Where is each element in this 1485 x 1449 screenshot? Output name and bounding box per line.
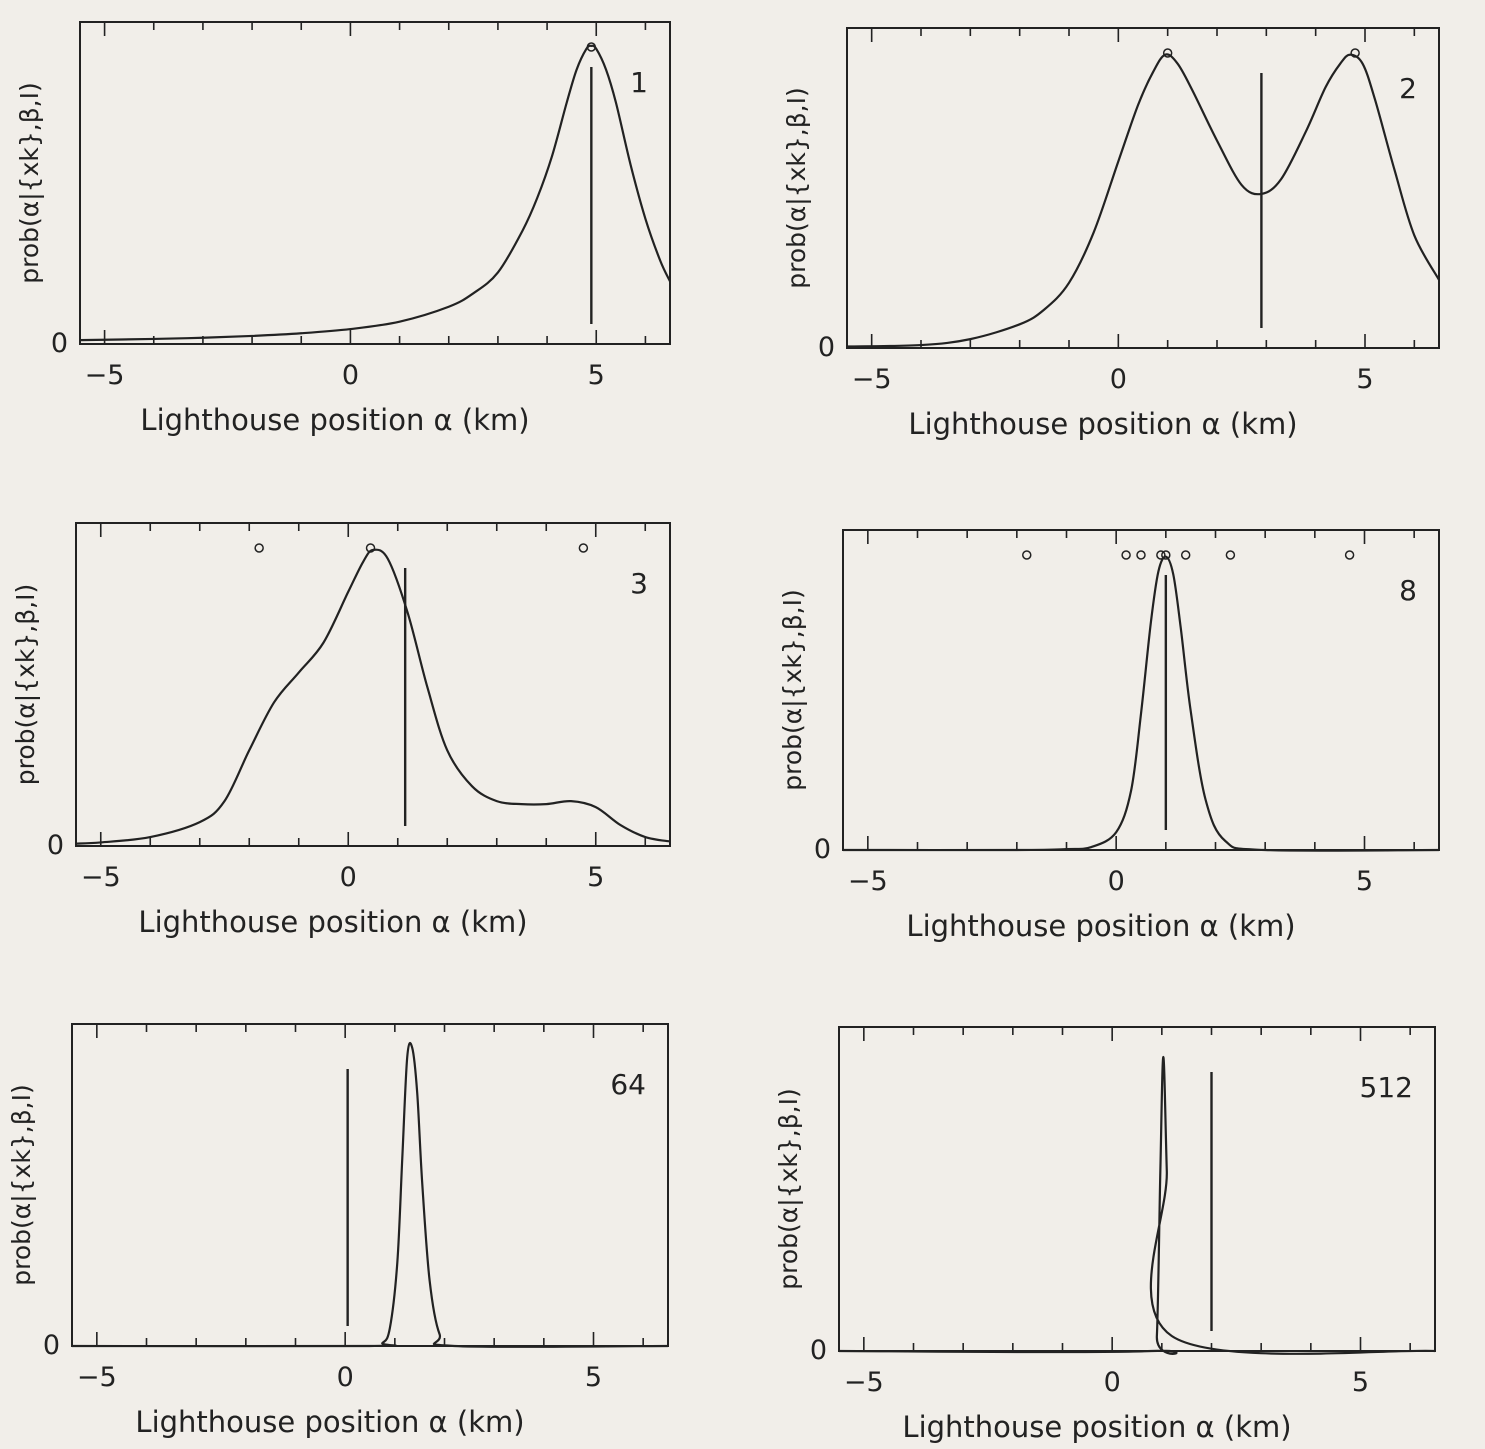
- x-axis-label: Lighthouse position α (km): [902, 1410, 1291, 1444]
- plot-frame: [842, 529, 1440, 851]
- plot-frame: [79, 21, 671, 345]
- y-axis-label: prob(α|{xk},β,I): [782, 87, 811, 288]
- posterior-curve: [838, 1055, 1436, 1355]
- observation-marker: [1161, 550, 1171, 560]
- observation-marker: [1136, 550, 1146, 560]
- x-tick-label: 5: [588, 360, 605, 391]
- x-tick-label: 0: [1110, 364, 1127, 395]
- plot-frame: [838, 1026, 1436, 1352]
- x-axis-label: Lighthouse position α (km): [908, 407, 1297, 441]
- x-tick-label: 0: [342, 360, 359, 391]
- x-tick-label: 5: [585, 1362, 602, 1393]
- posterior-curve: [79, 44, 671, 342]
- observation-marker: [578, 543, 589, 553]
- observation-marker: [1121, 550, 1131, 560]
- y-tick-label: 0: [43, 1330, 60, 1361]
- x-tick-label: −5: [852, 364, 892, 395]
- plot-frame: [846, 27, 1440, 349]
- panel-number-label: 512: [1360, 1071, 1413, 1104]
- x-tick-label: −5: [848, 866, 888, 897]
- y-tick-label: 0: [814, 834, 831, 865]
- y-axis-label: prob(α|{xk},β,I): [7, 1084, 36, 1285]
- x-tick-label: 5: [587, 862, 604, 893]
- x-axis-label: Lighthouse position α (km): [135, 1405, 524, 1439]
- y-axis-label: prob(α|{xk},β,I): [15, 82, 44, 283]
- x-tick-label: 5: [1356, 364, 1373, 395]
- x-axis-label: Lighthouse position α (km): [138, 905, 527, 939]
- posterior-curve: [846, 53, 1440, 348]
- panel-number-label: 3: [630, 567, 648, 600]
- observation-marker: [254, 543, 264, 553]
- observation-marker: [1162, 48, 1173, 58]
- x-tick-label: 5: [1356, 866, 1373, 897]
- chart-panel-6: −5 0 5 0 Lighthouse position α (km) prob(α|{x…: [774, 1026, 1436, 1444]
- panel-number-label: 2: [1399, 72, 1417, 105]
- observation-marker: [1180, 550, 1191, 560]
- observation-marker: [1344, 550, 1355, 560]
- y-tick-label: 0: [47, 830, 64, 861]
- chart-panel-2: −5 0 5 0 Lighthouse position α (km) prob(α|{x…: [782, 27, 1440, 441]
- y-axis-label: prob(α|{xk},β,I): [774, 1088, 803, 1289]
- chart-panel-4: −5 0 5 0 Lighthouse position α (km) prob(α|{x…: [778, 529, 1440, 943]
- observation-marker: [1022, 550, 1032, 560]
- posterior-curve: [71, 1042, 669, 1348]
- x-axis-label: Lighthouse position α (km): [906, 909, 1295, 943]
- observation-marker: [1156, 550, 1166, 560]
- plot-frame: [71, 1023, 669, 1347]
- x-tick-label: −5: [85, 360, 125, 391]
- panel-number-label: 1: [630, 66, 648, 99]
- panel-number-label: 8: [1399, 574, 1417, 607]
- x-tick-label: 0: [340, 862, 357, 893]
- x-tick-label: 5: [1352, 1367, 1369, 1398]
- x-tick-label: −5: [81, 862, 121, 893]
- posterior-curve: [75, 548, 671, 845]
- x-axis-label: Lighthouse position α (km): [140, 403, 529, 437]
- y-axis-label: prob(α|{xk},β,I): [11, 584, 40, 785]
- posterior-curve: [842, 555, 1440, 852]
- y-tick-label: 0: [51, 328, 68, 359]
- observation-marker: [1225, 550, 1236, 560]
- chart-panel-1: −5 0 5 0 Lighthouse position α (km) prob(α|{x…: [15, 21, 671, 437]
- x-tick-label: −5: [844, 1367, 884, 1398]
- panel-number-label: 64: [610, 1068, 646, 1101]
- x-tick-label: 0: [1104, 1367, 1121, 1398]
- plot-frame: [75, 522, 671, 847]
- chart-panel-5: −5 0 5 0 Lighthouse position α (km) prob(α|{x…: [7, 1023, 669, 1439]
- y-axis-label: prob(α|{xk},β,I): [778, 589, 807, 790]
- x-tick-label: −5: [77, 1362, 117, 1393]
- x-tick-label: 0: [337, 1362, 354, 1393]
- y-tick-label: 0: [818, 332, 835, 363]
- x-tick-label: 0: [1108, 866, 1125, 897]
- y-tick-label: 0: [810, 1335, 827, 1366]
- chart-panel-3: −5 0 5 0 Lighthouse position α (km) prob(α|{x…: [11, 522, 671, 939]
